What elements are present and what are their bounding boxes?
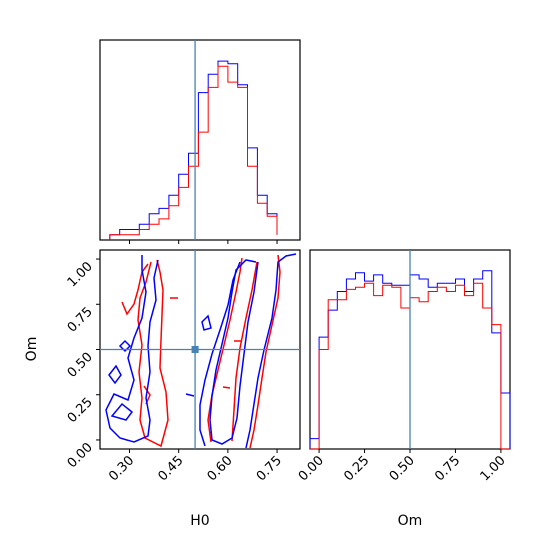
h0-red-histogram <box>109 65 278 240</box>
h0-xtick-label-0.75: 0.75 <box>254 453 285 484</box>
red-contour-right-inner <box>231 261 258 442</box>
om-histogram-panel: 0.00 0.25 0.50 0.75 1.00 Om <box>296 249 511 529</box>
h0-om-contour-panel: 0.30 0.45 0.60 0.75 0.00 0.25 0.50 0.75 1.00 H0… <box>24 249 301 529</box>
blue-contour-dash <box>185 393 195 397</box>
red-contour-outer-left <box>137 259 169 448</box>
h0-histogram-panel <box>99 39 301 244</box>
om-ytick-label-0.50: 0.50 <box>65 350 96 381</box>
red-contour-right-outer <box>249 254 281 449</box>
om-xtick-label-1.00: 1.00 <box>478 453 509 484</box>
om-y-ticks: 0.00 0.25 0.50 0.75 1.00 <box>65 258 100 471</box>
contour-lines <box>105 253 297 449</box>
red-contour-right-cluster <box>207 257 243 443</box>
h0-xtick-label-0.45: 0.45 <box>155 453 186 484</box>
h0-histogram-frame <box>99 39 301 241</box>
om-xtick-label-0.50: 0.50 <box>387 453 418 484</box>
x-axis-label-om: Om <box>398 513 423 529</box>
blue-contour-outer-left <box>105 255 159 443</box>
blue-contour-right-mid <box>199 261 241 447</box>
red-contour-left-small <box>143 385 151 405</box>
h0-histogram-ticks <box>129 240 278 244</box>
red-contour-dash-3 <box>222 386 231 389</box>
om-ytick-label-0.75: 0.75 <box>65 304 96 335</box>
om-xtick-label-0.75: 0.75 <box>432 453 463 484</box>
x-axis-label-h0: H0 <box>190 513 209 529</box>
h0-histogram-series <box>109 60 278 240</box>
h0-xtick-label-0.30: 0.30 <box>106 453 137 484</box>
om-xtick-label-0.00: 0.00 <box>296 453 327 484</box>
blue-contour-right-inner <box>209 259 259 445</box>
blue-contour-right-outer <box>245 253 297 449</box>
red-contour-inner-left <box>121 263 149 316</box>
om-xtick-label-0.25: 0.25 <box>341 453 372 484</box>
y-axis-label-om: Om <box>24 337 40 362</box>
om-ytick-label-1.00: 1.00 <box>65 259 96 290</box>
blue-contour-left-small-a <box>108 364 122 385</box>
om-ytick-label-0.00: 0.00 <box>65 440 96 471</box>
h0-xtick-label-0.60: 0.60 <box>205 453 236 484</box>
truth-marker <box>191 346 199 353</box>
blue-contour-left-small-c <box>110 402 134 421</box>
h0-blue-histogram <box>109 60 278 240</box>
h0-x-ticks: 0.30 0.45 0.60 0.75 <box>106 449 285 484</box>
om-ytick-label-0.25: 0.25 <box>65 395 96 426</box>
blue-contour-small-c <box>201 314 212 331</box>
om-x-ticks: 0.00 0.25 0.50 0.75 1.00 <box>296 449 509 484</box>
